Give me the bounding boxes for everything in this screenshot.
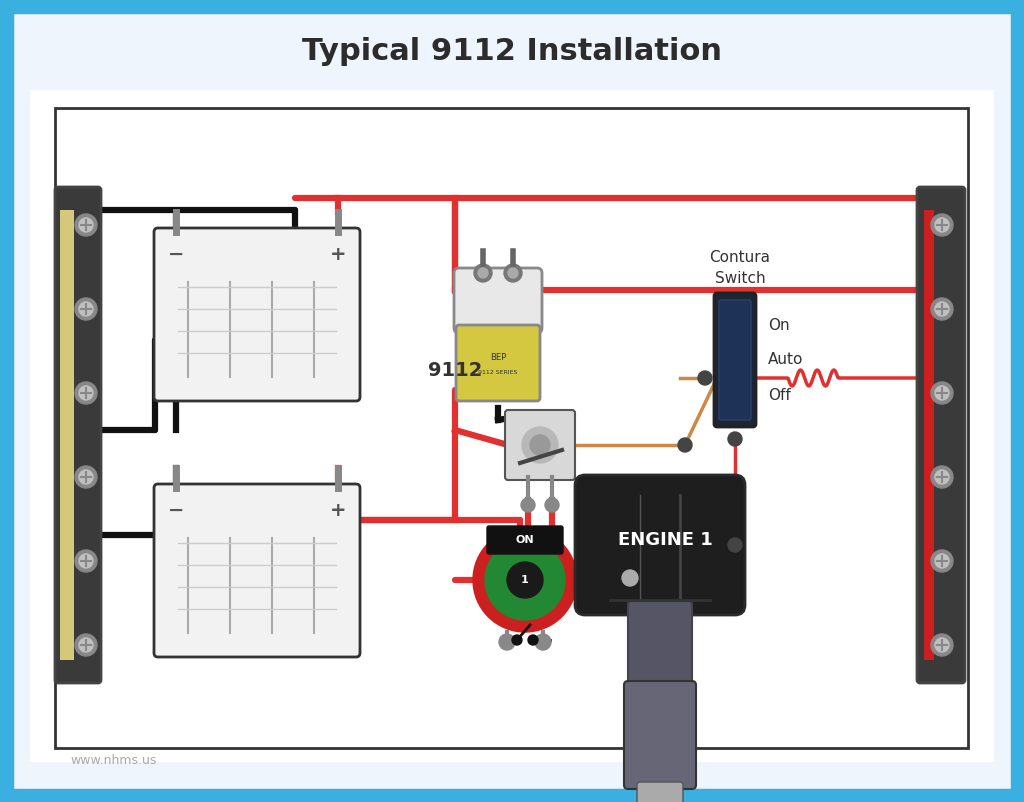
FancyBboxPatch shape	[628, 601, 692, 689]
Circle shape	[935, 302, 949, 316]
Text: Auto: Auto	[768, 353, 804, 367]
Bar	[30, 90, 994, 762]
FancyBboxPatch shape	[456, 325, 540, 401]
Circle shape	[545, 498, 559, 512]
Circle shape	[75, 634, 97, 656]
FancyBboxPatch shape	[505, 410, 575, 480]
Circle shape	[79, 302, 93, 316]
Circle shape	[508, 268, 518, 278]
Circle shape	[521, 498, 535, 512]
Text: −: −	[168, 500, 184, 520]
FancyBboxPatch shape	[154, 484, 360, 657]
Circle shape	[931, 634, 953, 656]
Circle shape	[935, 218, 949, 232]
Circle shape	[530, 435, 550, 455]
Bar	[60, 210, 74, 660]
Circle shape	[528, 635, 538, 645]
Text: +: +	[330, 500, 346, 520]
Text: Contura
Switch: Contura Switch	[710, 250, 770, 286]
Circle shape	[485, 540, 565, 620]
Circle shape	[935, 470, 949, 484]
Circle shape	[622, 570, 638, 586]
Circle shape	[478, 268, 488, 278]
Circle shape	[79, 386, 93, 400]
Circle shape	[75, 466, 97, 488]
Circle shape	[473, 528, 577, 632]
Circle shape	[698, 371, 712, 385]
Circle shape	[931, 466, 953, 488]
Circle shape	[75, 382, 97, 404]
Circle shape	[728, 538, 742, 552]
Text: Off: Off	[768, 387, 791, 403]
FancyBboxPatch shape	[55, 187, 101, 683]
Text: Typical 9112 Installation: Typical 9112 Installation	[302, 38, 722, 67]
Circle shape	[79, 218, 93, 232]
FancyBboxPatch shape	[575, 475, 745, 615]
Circle shape	[931, 298, 953, 320]
Circle shape	[75, 214, 97, 236]
Circle shape	[79, 554, 93, 568]
FancyBboxPatch shape	[487, 526, 563, 554]
Circle shape	[474, 264, 492, 282]
Text: 9112 SERIES: 9112 SERIES	[478, 371, 518, 375]
Circle shape	[75, 550, 97, 572]
FancyBboxPatch shape	[637, 782, 683, 802]
FancyBboxPatch shape	[154, 228, 360, 401]
Circle shape	[79, 638, 93, 652]
Circle shape	[79, 470, 93, 484]
Text: ON: ON	[516, 535, 535, 545]
FancyBboxPatch shape	[624, 681, 696, 789]
Circle shape	[728, 432, 742, 446]
Circle shape	[507, 562, 543, 598]
Circle shape	[931, 382, 953, 404]
FancyBboxPatch shape	[918, 187, 965, 683]
Circle shape	[522, 427, 558, 463]
FancyBboxPatch shape	[719, 300, 751, 420]
Circle shape	[931, 214, 953, 236]
Circle shape	[75, 298, 97, 320]
Text: −: −	[168, 245, 184, 264]
Circle shape	[935, 386, 949, 400]
FancyBboxPatch shape	[714, 293, 756, 427]
FancyBboxPatch shape	[454, 268, 542, 333]
Circle shape	[504, 264, 522, 282]
Circle shape	[935, 554, 949, 568]
Circle shape	[512, 635, 522, 645]
Text: 1: 1	[521, 575, 528, 585]
Text: +: +	[330, 245, 346, 264]
Bar	[924, 210, 934, 660]
Text: www.nhms.us: www.nhms.us	[70, 754, 157, 767]
Text: BEP: BEP	[489, 354, 506, 363]
Circle shape	[535, 634, 551, 650]
Circle shape	[678, 438, 692, 452]
Circle shape	[935, 638, 949, 652]
Text: 9112: 9112	[428, 361, 482, 379]
Text: PERKO: PERKO	[509, 581, 541, 589]
Text: ENGINE 1: ENGINE 1	[617, 531, 713, 549]
Text: On: On	[768, 318, 790, 333]
Circle shape	[931, 550, 953, 572]
Circle shape	[499, 634, 515, 650]
